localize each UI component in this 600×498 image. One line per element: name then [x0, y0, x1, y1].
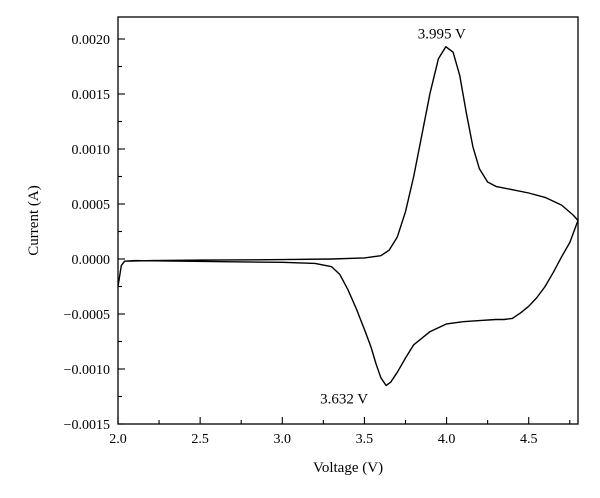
x-tick-label: 3.5 [356, 432, 374, 447]
plot-area-frame [117, 16, 579, 425]
y-tick-label: 0.0010 [72, 143, 111, 158]
cv-curve [117, 46, 579, 387]
y-tick-label: 0.0015 [72, 88, 111, 103]
y-tick-label: −0.0010 [64, 363, 110, 378]
y-axis-title: Current (A) [26, 185, 42, 255]
x-tick-label: 4.0 [438, 432, 456, 447]
reduction-peak-label: 3.632 V [320, 392, 368, 408]
x-tick-label: 2.5 [191, 432, 209, 447]
axis-ticks [117, 38, 571, 425]
y-tick-label: −0.0005 [64, 308, 110, 323]
y-tick-label: 0.0000 [72, 253, 111, 268]
oxidation-peak-label: 3.995 V [418, 27, 466, 43]
axis-tick-labels: 2.0 2.5 3.0 3.5 4.0 4.5 −0.0015 −0.0010 −0.0005 0… [64, 33, 538, 447]
x-tick-label: 2.0 [109, 432, 127, 447]
x-tick-label: 3.0 [274, 432, 292, 447]
x-tick-label: 4.5 [520, 432, 538, 447]
y-tick-label: −0.0015 [64, 418, 110, 433]
y-tick-label: 0.0005 [72, 198, 111, 213]
y-tick-label: 0.0020 [72, 33, 111, 48]
x-axis-title: Voltage (V) [313, 460, 383, 476]
